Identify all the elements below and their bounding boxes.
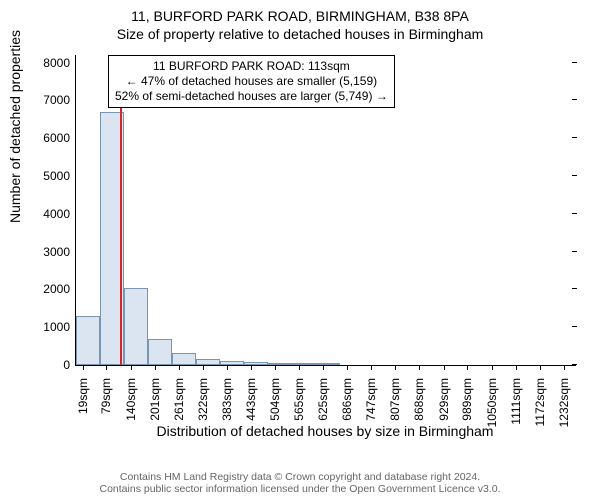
histogram-bar (268, 363, 292, 365)
y-tick-mark (572, 137, 577, 138)
histogram-bar (172, 353, 196, 365)
y-tick-mark (572, 326, 577, 327)
x-tick-label: 201sqm (148, 378, 162, 428)
x-tick-label: 747sqm (364, 378, 378, 428)
y-tick-mark (572, 251, 577, 252)
x-tick-label: 929sqm (437, 378, 451, 428)
x-tick-mark (155, 365, 156, 370)
x-tick-label: 261sqm (172, 378, 186, 428)
x-tick-label: 79sqm (99, 378, 113, 428)
y-tick-mark (572, 288, 577, 289)
x-tick-label: 1172sqm (533, 378, 547, 428)
x-tick-label: 565sqm (292, 378, 306, 428)
x-tick-mark (275, 365, 276, 370)
x-tick-mark (203, 365, 204, 370)
y-tick-mark (572, 99, 577, 100)
x-tick-mark (540, 365, 541, 370)
x-tick-mark (467, 365, 468, 370)
x-tick-label: 383sqm (220, 378, 234, 428)
annotation-line-2: ← 47% of detached houses are smaller (5,… (115, 74, 388, 89)
x-tick-label: 686sqm (340, 378, 354, 428)
x-tick-mark (179, 365, 180, 370)
x-tick-mark (251, 365, 252, 370)
x-tick-mark (323, 365, 324, 370)
y-tick-mark (572, 364, 577, 365)
histogram-bar (148, 339, 172, 365)
x-tick-mark (444, 365, 445, 370)
annotation-box: 11 BURFORD PARK ROAD: 113sqm ← 47% of de… (108, 55, 395, 108)
x-tick-label: 140sqm (124, 378, 138, 428)
x-tick-label: 1111sqm (509, 378, 523, 428)
y-tick-label: 8000 (43, 56, 70, 70)
y-tick-label: 4000 (43, 207, 70, 221)
footer-attribution: Contains HM Land Registry data © Crown c… (0, 471, 600, 496)
y-tick-label: 3000 (43, 245, 70, 259)
x-tick-label: 1232sqm (557, 378, 571, 428)
y-tick-label: 6000 (43, 131, 70, 145)
x-tick-mark (227, 365, 228, 370)
x-tick-mark (83, 365, 84, 370)
x-tick-label: 807sqm (388, 378, 402, 428)
y-tick-label: 0 (63, 358, 70, 372)
y-tick-label: 1000 (43, 320, 70, 334)
y-tick-label: 5000 (43, 169, 70, 183)
annotation-line-1: 11 BURFORD PARK ROAD: 113sqm (115, 59, 388, 74)
y-tick-label: 7000 (43, 93, 70, 107)
histogram-bar (76, 316, 100, 365)
chart-title-main: 11, BURFORD PARK ROAD, BIRMINGHAM, B38 8… (0, 0, 600, 24)
x-tick-label: 504sqm (268, 378, 282, 428)
x-tick-label: 989sqm (460, 378, 474, 428)
y-tick-label: 2000 (43, 282, 70, 296)
x-tick-mark (106, 365, 107, 370)
x-tick-label: 443sqm (244, 378, 258, 428)
histogram-bar (292, 363, 316, 365)
y-tick-mark (572, 62, 577, 63)
x-tick-mark (492, 365, 493, 370)
y-tick-mark (572, 213, 577, 214)
histogram-bar (220, 361, 244, 365)
y-axis-label: Number of detached properties (7, 193, 23, 223)
annotation-line-3: 52% of semi-detached houses are larger (… (115, 89, 388, 104)
y-tick-mark (572, 175, 577, 176)
x-tick-mark (395, 365, 396, 370)
footer-line-2: Contains public sector information licen… (0, 483, 600, 496)
footer-line-1: Contains HM Land Registry data © Crown c… (0, 471, 600, 484)
histogram-bar (244, 362, 268, 365)
x-tick-mark (299, 365, 300, 370)
histogram-bar (316, 363, 340, 365)
x-tick-label: 1050sqm (485, 378, 499, 428)
x-tick-mark (131, 365, 132, 370)
x-tick-label: 19sqm (76, 378, 90, 428)
chart-title-sub: Size of property relative to detached ho… (0, 24, 600, 42)
histogram-bar (196, 359, 220, 365)
x-tick-label: 625sqm (316, 378, 330, 428)
x-tick-mark (419, 365, 420, 370)
x-tick-mark (371, 365, 372, 370)
x-tick-label: 868sqm (412, 378, 426, 428)
x-tick-mark (564, 365, 565, 370)
x-tick-label: 322sqm (196, 378, 210, 428)
x-tick-mark (516, 365, 517, 370)
histogram-bar (124, 288, 148, 366)
x-tick-mark (347, 365, 348, 370)
